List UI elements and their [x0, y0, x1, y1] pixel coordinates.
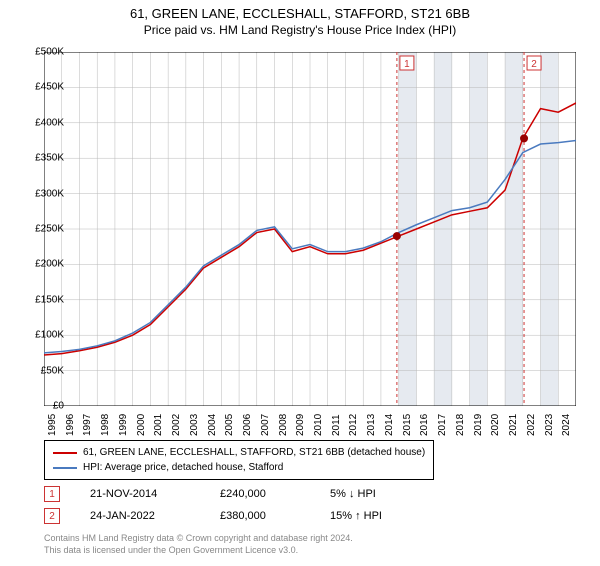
x-tick-label: 1997 — [82, 414, 93, 436]
x-tick-label: 2022 — [526, 414, 537, 436]
x-tick-label: 2017 — [437, 414, 448, 436]
y-tick-label: £450K — [24, 82, 64, 93]
x-tick-label: 2006 — [242, 414, 253, 436]
x-tick-label: 2002 — [171, 414, 182, 436]
legend: 61, GREEN LANE, ECCLESHALL, STAFFORD, ST… — [44, 440, 434, 480]
x-tick-label: 2018 — [455, 414, 466, 436]
y-tick-label: £50K — [24, 365, 64, 376]
x-tick-label: 2008 — [278, 414, 289, 436]
chart-container: 61, GREEN LANE, ECCLESHALL, STAFFORD, ST… — [0, 6, 600, 566]
legend-label-hpi: HPI: Average price, detached house, Staf… — [83, 460, 283, 475]
x-tick-label: 2004 — [207, 414, 218, 436]
footer-line2: This data is licensed under the Open Gov… — [44, 544, 353, 556]
sale-date-1: 21-NOV-2014 — [90, 488, 190, 500]
legend-swatch-hpi — [53, 467, 77, 469]
sale-marker-1: 1 — [44, 486, 60, 502]
sale-price-2: £380,000 — [220, 510, 300, 522]
sale-row-1: 1 21-NOV-2014 £240,000 5% ↓ HPI — [44, 486, 382, 502]
sale-row-2: 2 24-JAN-2022 £380,000 15% ↑ HPI — [44, 508, 382, 524]
x-tick-label: 2011 — [331, 414, 342, 436]
legend-item-hpi: HPI: Average price, detached house, Staf… — [53, 460, 425, 475]
sale-delta-2: 15% ↑ HPI — [330, 510, 382, 522]
y-tick-label: £150K — [24, 294, 64, 305]
x-tick-label: 2001 — [153, 414, 164, 436]
chart-svg: 12 — [44, 52, 576, 406]
sale-marker-1-num: 1 — [49, 489, 55, 500]
y-tick-label: £400K — [24, 117, 64, 128]
sale-delta-1: 5% ↓ HPI — [330, 488, 376, 500]
y-tick-label: £300K — [24, 188, 64, 199]
x-tick-label: 1995 — [47, 414, 58, 436]
x-tick-label: 2024 — [561, 414, 572, 436]
x-tick-label: 2003 — [189, 414, 200, 436]
sale-date-2: 24-JAN-2022 — [90, 510, 190, 522]
sales-table: 1 21-NOV-2014 £240,000 5% ↓ HPI 2 24-JAN… — [44, 486, 382, 530]
x-tick-label: 2014 — [384, 414, 395, 436]
x-tick-label: 1998 — [100, 414, 111, 436]
x-tick-label: 1996 — [65, 414, 76, 436]
x-tick-label: 2015 — [402, 414, 413, 436]
svg-text:2: 2 — [531, 59, 537, 70]
footer-line1: Contains HM Land Registry data © Crown c… — [44, 532, 353, 544]
y-tick-label: £500K — [24, 47, 64, 58]
x-tick-label: 2023 — [544, 414, 555, 436]
y-tick-label: £0 — [24, 401, 64, 412]
x-tick-label: 2019 — [473, 414, 484, 436]
x-tick-label: 2009 — [295, 414, 306, 436]
chart-plot-area: 12 — [44, 52, 576, 406]
x-tick-label: 2021 — [508, 414, 519, 436]
x-tick-label: 2013 — [366, 414, 377, 436]
sale-marker-2: 2 — [44, 508, 60, 524]
x-tick-label: 2000 — [136, 414, 147, 436]
x-tick-label: 2007 — [260, 414, 271, 436]
chart-subtitle: Price paid vs. HM Land Registry's House … — [0, 23, 600, 37]
x-tick-label: 2012 — [348, 414, 359, 436]
x-tick-label: 2010 — [313, 414, 324, 436]
svg-text:1: 1 — [404, 59, 410, 70]
sale-price-1: £240,000 — [220, 488, 300, 500]
x-tick-label: 2020 — [490, 414, 501, 436]
sale-marker-2-num: 2 — [49, 511, 55, 522]
y-tick-label: £200K — [24, 259, 64, 270]
y-tick-label: £350K — [24, 153, 64, 164]
footer: Contains HM Land Registry data © Crown c… — [44, 532, 353, 556]
chart-title: 61, GREEN LANE, ECCLESHALL, STAFFORD, ST… — [0, 6, 600, 21]
legend-item-price: 61, GREEN LANE, ECCLESHALL, STAFFORD, ST… — [53, 445, 425, 460]
legend-label-price: 61, GREEN LANE, ECCLESHALL, STAFFORD, ST… — [83, 445, 425, 460]
x-tick-label: 1999 — [118, 414, 129, 436]
y-tick-label: £250K — [24, 224, 64, 235]
x-tick-label: 2005 — [224, 414, 235, 436]
legend-swatch-price — [53, 452, 77, 454]
x-tick-label: 2016 — [419, 414, 430, 436]
y-tick-label: £100K — [24, 330, 64, 341]
